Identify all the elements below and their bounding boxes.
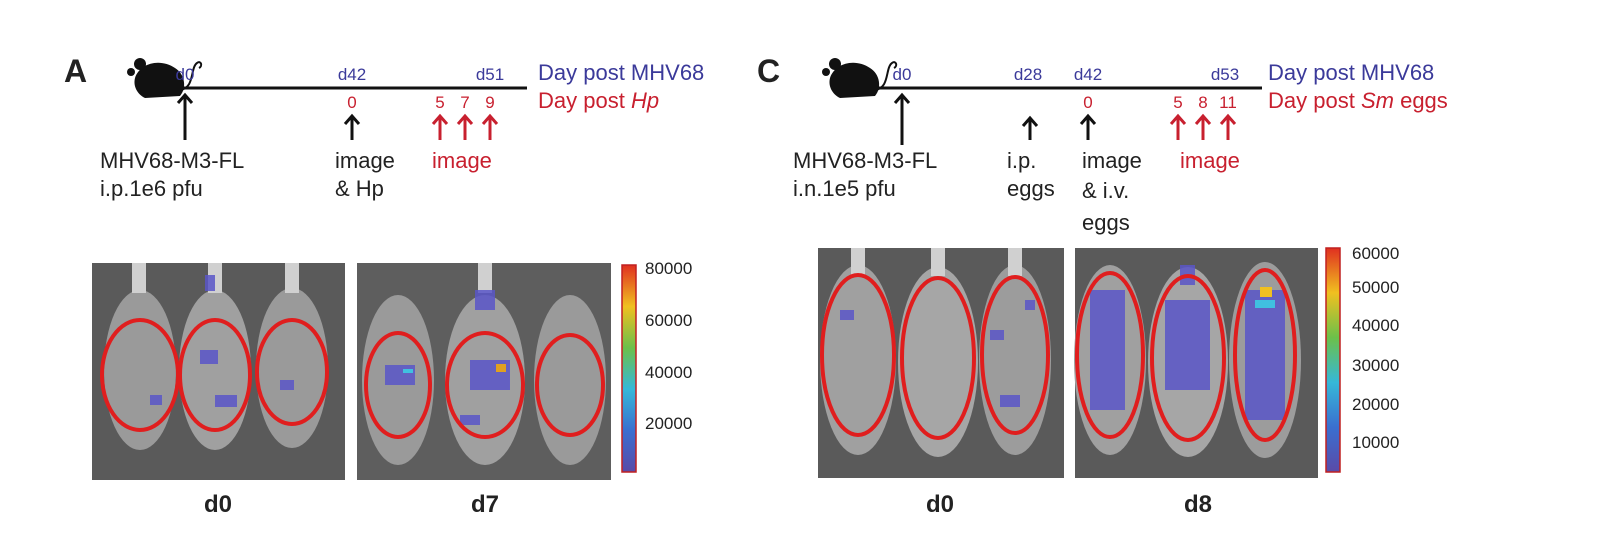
annotation: i.n.1e5 pfu bbox=[793, 176, 896, 201]
day: d53 bbox=[1211, 65, 1239, 84]
annotation: i.p. bbox=[1007, 148, 1036, 173]
annotation: i.p.1e6 pfu bbox=[100, 176, 203, 201]
annotation: image bbox=[432, 148, 492, 173]
day: d0 bbox=[893, 65, 912, 84]
legend: Day post Hp bbox=[538, 88, 659, 113]
arrows bbox=[893, 92, 1237, 145]
image bbox=[357, 263, 611, 480]
legend-italic: Sm bbox=[1361, 88, 1394, 113]
colorbar bbox=[1325, 247, 1341, 473]
colorbar-tick: 40000 bbox=[1352, 316, 1399, 335]
legend-text: Day post bbox=[1268, 88, 1355, 113]
annotation: MHV68-M3-FL bbox=[100, 148, 244, 173]
image bbox=[1074, 248, 1318, 478]
colorbar-tick: 20000 bbox=[645, 414, 692, 433]
colorbar-tick: 60000 bbox=[1352, 244, 1399, 263]
day: d42 bbox=[1074, 65, 1102, 84]
image-caption: d8 bbox=[1184, 491, 1212, 518]
legend: Day post MHV68 bbox=[1268, 60, 1434, 85]
colorbar-tick: 30000 bbox=[1352, 356, 1399, 375]
legend: Day post MHV68 bbox=[538, 60, 704, 85]
legend-text: Day post bbox=[538, 88, 625, 113]
day: 0 bbox=[347, 93, 356, 112]
day: 9 bbox=[485, 93, 494, 112]
annotation: image bbox=[1180, 148, 1240, 173]
annotation: & i.v. bbox=[1082, 178, 1129, 203]
colorbar-tick: 80000 bbox=[645, 259, 692, 278]
day: 8 bbox=[1198, 93, 1207, 112]
legend-text: eggs bbox=[1400, 88, 1448, 113]
annotation: MHV68-M3-FL bbox=[793, 148, 937, 173]
colorbar bbox=[621, 264, 637, 473]
colorbar-tick: 20000 bbox=[1352, 395, 1399, 414]
image-caption: d0 bbox=[926, 491, 954, 518]
colorbar-tick: 10000 bbox=[1352, 433, 1399, 452]
colorbar-tick: 40000 bbox=[645, 363, 692, 382]
day: 11 bbox=[1219, 93, 1237, 112]
annotation: image bbox=[1082, 148, 1142, 173]
arrows bbox=[176, 92, 499, 140]
annotation: eggs bbox=[1082, 210, 1130, 235]
day: d28 bbox=[1014, 65, 1042, 84]
annotation: image bbox=[335, 148, 395, 173]
image-caption: d0 bbox=[204, 491, 232, 518]
image-caption: d7 bbox=[471, 491, 499, 518]
day: 5 bbox=[1173, 93, 1182, 112]
day: 7 bbox=[460, 93, 469, 112]
panel-label: C bbox=[757, 53, 780, 89]
day: 5 bbox=[435, 93, 444, 112]
colorbar-tick: 60000 bbox=[645, 311, 692, 330]
panel-label: A bbox=[64, 53, 87, 89]
mouse-icon bbox=[821, 57, 898, 99]
colorbar-tick: 50000 bbox=[1352, 278, 1399, 297]
legend-italic: Hp bbox=[631, 88, 659, 113]
image bbox=[818, 248, 1064, 478]
annotation: & Hp bbox=[335, 176, 384, 201]
day: d42 bbox=[338, 65, 366, 84]
day: 0 bbox=[1083, 93, 1092, 112]
legend: Day post Sm eggs bbox=[1268, 88, 1448, 113]
day: d51 bbox=[476, 65, 504, 84]
day: d0 bbox=[176, 65, 195, 84]
image bbox=[92, 263, 345, 480]
annotation: eggs bbox=[1007, 176, 1055, 201]
